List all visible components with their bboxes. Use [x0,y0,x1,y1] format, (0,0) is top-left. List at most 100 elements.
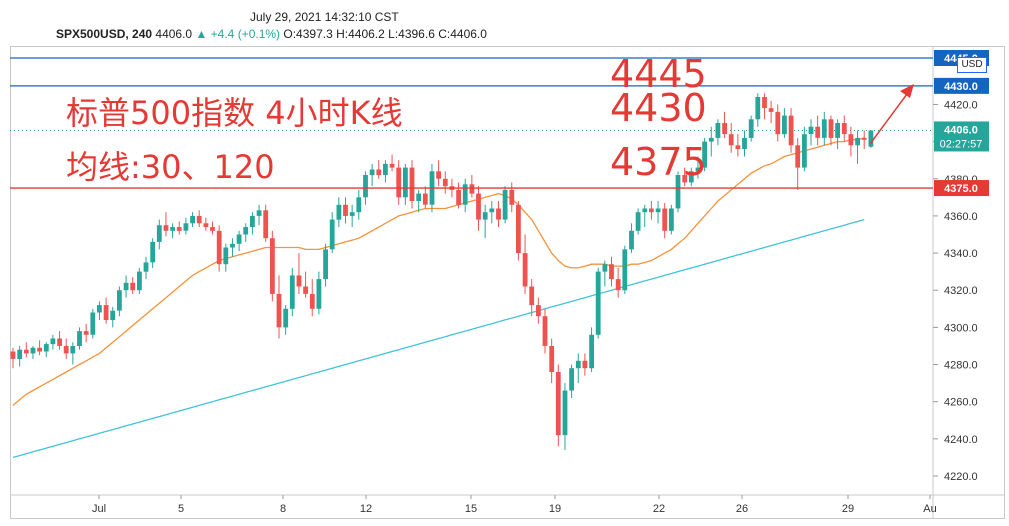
candle-body [821,119,827,138]
candle-body [396,167,402,198]
label-4430-box [934,77,989,94]
candle-body [675,175,681,209]
candle-body [516,204,521,254]
time-tick-label: 8 [280,503,286,515]
candle-body [216,230,222,265]
ma30-series-line [12,137,865,406]
candle-body [589,334,594,369]
candle-body [309,293,315,309]
candle-body [808,126,814,135]
countdown-label: 02:27:57 [940,138,983,150]
time-tick-label: 15 [465,503,477,515]
time-tick-label: 5 [178,503,184,515]
candle-body [343,204,348,216]
open-value: O:4397.3 [283,27,333,41]
candle-body [336,204,342,220]
candle-body [50,338,56,345]
ma120-series-line [12,218,865,459]
candle-body [755,97,761,120]
last-price: 4406.0 [155,27,193,41]
candle-body [802,134,807,168]
candle-body [489,208,495,213]
candle-body [289,275,295,309]
candle-body [17,349,23,359]
candle-body [250,215,255,227]
candle-body [795,145,801,168]
candle-body [296,275,302,287]
candle-body [615,279,621,291]
time-tick-label: 12 [360,503,372,515]
candle-body [276,293,282,328]
candle-body [695,167,701,172]
candle-body [575,360,581,369]
candle-body [828,119,834,138]
time-tick-label: 29 [842,503,854,515]
candle-body [848,134,854,146]
candle-body [655,208,661,213]
candle-body [316,279,322,309]
chart-frame[interactable] [10,46,1005,519]
candle-body [349,212,355,216]
currency-badge[interactable]: USD [957,57,987,73]
candle-body [569,368,574,391]
candle-body [422,193,428,205]
candle-body [143,262,149,272]
candle-body [662,208,668,231]
candle-body [509,189,515,205]
candle-body [323,249,328,280]
candle-body [782,115,787,135]
candle-body [682,175,688,183]
candle-body [77,331,82,346]
candle-body [329,219,335,250]
close-value: C:4406.0 [438,27,487,41]
label-4430: 4430.0 [944,81,978,93]
candle-body [409,167,415,201]
level-4445-annotation: 4445 [610,52,707,96]
label-4375-box [934,180,989,197]
candle-body [522,253,528,287]
time-tick-label: 22 [653,503,665,515]
symbol[interactable]: SPX500USD, 240 [56,27,153,41]
time-tick-label: Jul [92,503,106,515]
candle-body [156,225,162,242]
time-tick-label: 19 [549,503,561,515]
candle-body [90,312,96,335]
price-tick-label: 4320.0 [944,285,978,297]
label-4375: 4375.0 [944,183,978,195]
last-price-label-box [934,121,989,152]
candle-body [363,175,368,198]
candle-body [63,346,69,354]
candle-body [123,282,129,291]
candle-body [103,305,109,320]
candle-body [283,308,289,328]
price-tick-label: 4280.0 [944,360,978,372]
candle-body [223,247,229,265]
time-tick-label: 26 [736,503,748,515]
candle-body [482,212,488,220]
candle-body [722,123,727,135]
low-value: L:4396.6 [388,27,435,41]
candle-body [43,344,49,352]
candle-body [110,310,116,320]
candle-body [270,238,275,294]
high-value: H:4406.2 [336,27,385,41]
price-tick-label: 4240.0 [944,434,978,446]
candle-body [555,372,561,436]
price-tick-label: 4220.0 [944,471,978,483]
candle-body [542,316,548,346]
candle-body [595,271,601,335]
candle-body [582,360,588,369]
candle-body [669,208,674,231]
candle-body [403,167,408,198]
candle-body [243,227,249,235]
candle-body [629,230,634,250]
candle-body [609,264,614,280]
candle-body [117,290,122,311]
candle-body [762,97,767,109]
candle-body [788,115,794,146]
candle-body [562,390,568,436]
candle-body [256,210,262,216]
annotation-arrow-shaft [869,89,911,145]
candle-body [183,223,189,231]
